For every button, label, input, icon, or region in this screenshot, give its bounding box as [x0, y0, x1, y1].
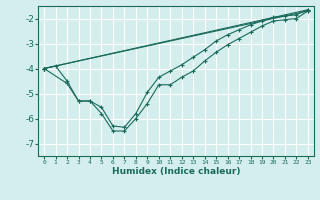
X-axis label: Humidex (Indice chaleur): Humidex (Indice chaleur) [112, 167, 240, 176]
